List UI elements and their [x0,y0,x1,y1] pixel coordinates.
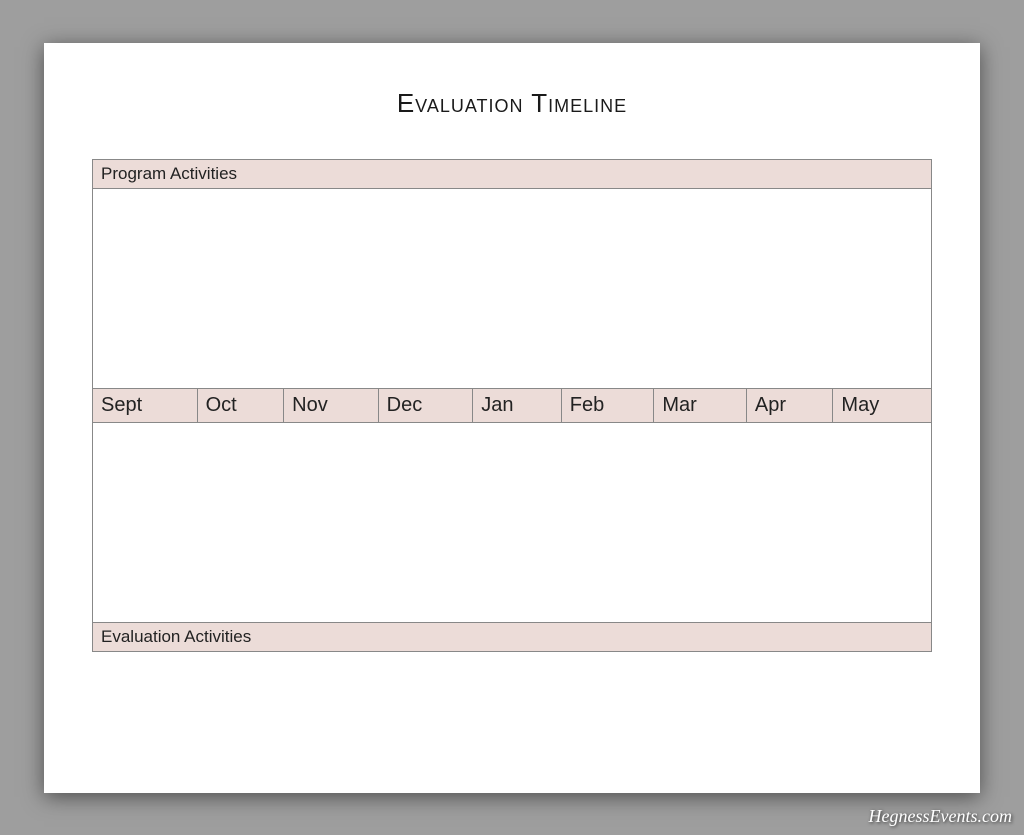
program-activities-cell [93,188,932,388]
month-cell: Apr [746,388,833,422]
program-activities-header-row: Program Activities [93,159,932,188]
evaluation-activities-label: Evaluation Activities [93,622,932,651]
month-cell: May [833,388,932,422]
watermark-text: HegnessEvents.com [869,806,1012,827]
document-page: Evaluation Timeline Program Activities S… [44,43,980,793]
month-cell: Mar [654,388,747,422]
program-activities-blank-row [93,188,932,388]
month-cell: Sept [93,388,198,422]
page-title: Evaluation Timeline [92,88,932,119]
timeline-table: Program Activities Sept Oct Nov Dec Jan … [92,159,932,652]
evaluation-activities-cell [93,422,932,622]
evaluation-activities-header-row: Evaluation Activities [93,622,932,651]
program-activities-label: Program Activities [93,159,932,188]
month-cell: Oct [197,388,284,422]
months-row: Sept Oct Nov Dec Jan Feb Mar Apr May [93,388,932,422]
month-cell: Jan [473,388,562,422]
month-cell: Nov [284,388,379,422]
month-cell: Dec [378,388,473,422]
evaluation-activities-blank-row [93,422,932,622]
month-cell: Feb [561,388,654,422]
